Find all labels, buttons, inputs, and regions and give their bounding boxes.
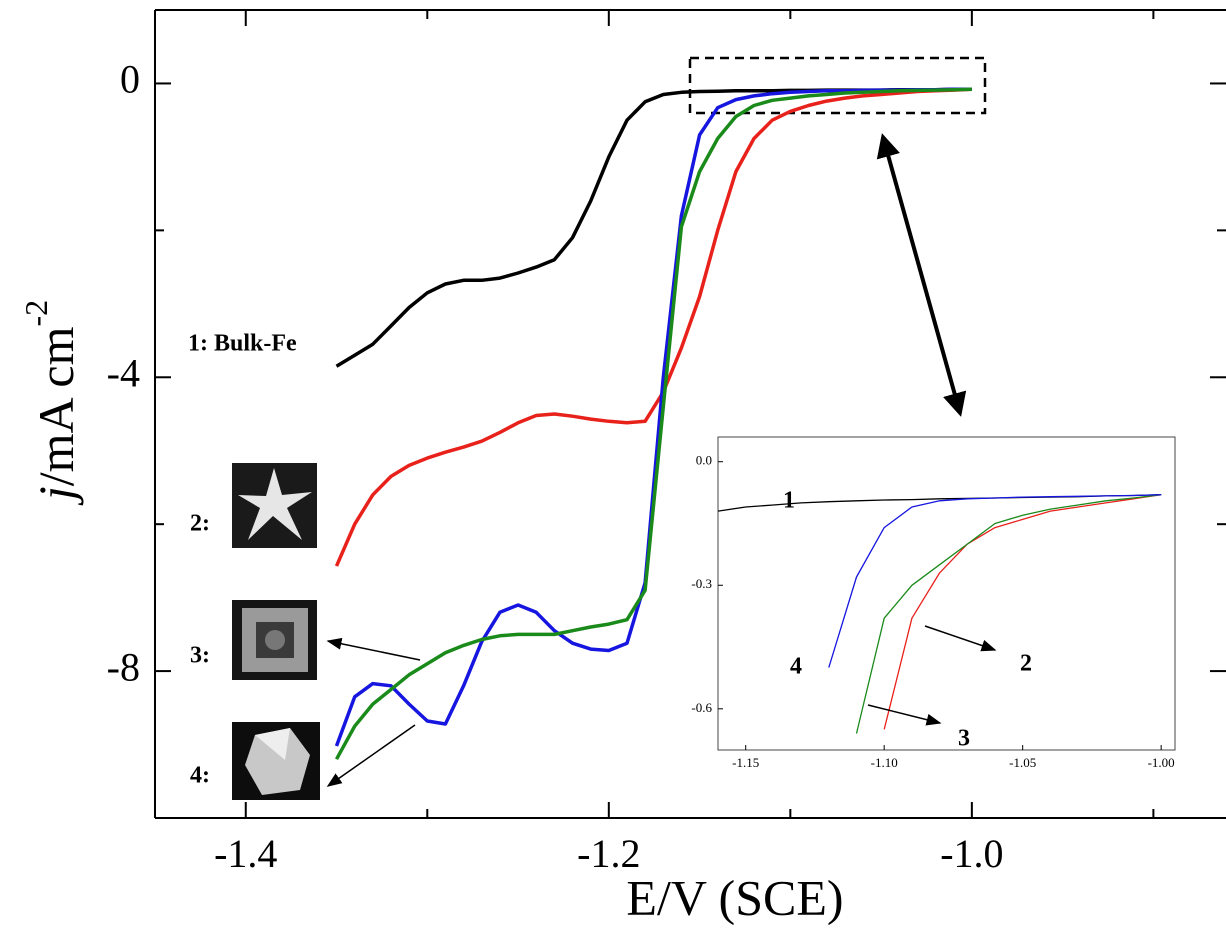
series-line <box>855 494 1162 734</box>
pointer-arrow <box>326 724 416 787</box>
series-line <box>334 87 972 761</box>
series-line <box>828 494 1162 668</box>
pointer-arrow <box>924 625 997 652</box>
y-tick-label: -4 <box>107 350 140 395</box>
series-line <box>334 87 972 747</box>
x-tick-label: -1.2 <box>577 831 640 876</box>
y-tick-label: 0.0 <box>696 453 712 468</box>
thumbnail <box>232 722 320 800</box>
zoom-arrow <box>876 133 967 417</box>
series-label: 3 <box>958 726 970 752</box>
x-tick-label: -1.0 <box>940 831 1003 876</box>
pointer-arrow <box>867 704 942 726</box>
series-label: 1 <box>783 488 795 514</box>
x-tick-label: -1.05 <box>1009 755 1036 770</box>
series-line <box>883 494 1162 730</box>
y-tick-label: -8 <box>107 644 140 689</box>
series-label: 2 <box>1020 651 1032 677</box>
x-tick-label: -1.10 <box>871 755 898 770</box>
inset-frame <box>717 436 1176 751</box>
y-axis-label-sup: -2 <box>18 300 54 327</box>
x-tick-label: -1.4 <box>214 831 277 876</box>
thumbnail <box>232 600 317 680</box>
x-tick-label: -1.00 <box>1148 755 1175 770</box>
y-axis-label-text: /mA cm <box>28 326 84 486</box>
series-label: 3: <box>190 643 210 669</box>
y-tick-label: -0.6 <box>691 700 712 715</box>
x-axis-label: E/V (SCE) <box>626 869 843 925</box>
x-tick-label: -1.15 <box>732 755 759 770</box>
y-tick-label: 0 <box>120 57 140 102</box>
thumbnail <box>232 463 317 548</box>
series-label: 4: <box>190 763 210 789</box>
series-label: 4 <box>790 654 802 680</box>
zoom-box <box>688 56 987 115</box>
series-label: 2: <box>190 511 210 537</box>
series-line <box>334 87 972 567</box>
pointer-arrow <box>326 637 421 661</box>
y-tick-label: -0.3 <box>691 576 712 591</box>
y-axis-label: j/mA cm-2 <box>18 300 84 506</box>
series-label: 1: Bulk-Fe <box>188 331 297 357</box>
